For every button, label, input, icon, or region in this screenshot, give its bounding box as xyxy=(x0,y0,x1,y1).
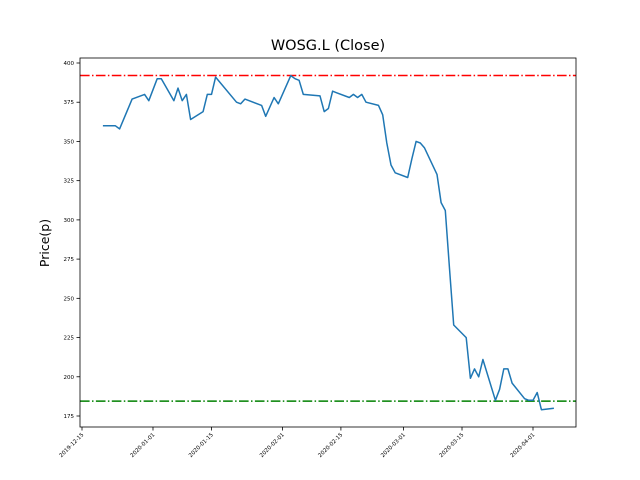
y-tick-label: 325 xyxy=(64,179,75,185)
y-tick-label: 225 xyxy=(64,336,75,342)
y-tick-label: 200 xyxy=(64,375,75,381)
chart-title: WOSG.L (Close) xyxy=(271,38,385,54)
y-tick-label: 350 xyxy=(64,139,75,145)
y-tick-label: 250 xyxy=(64,296,75,302)
close-price-line xyxy=(102,74,554,411)
reference-lines xyxy=(80,74,576,402)
y-tick-label: 175 xyxy=(64,414,75,420)
y-tick-label: 375 xyxy=(64,100,75,106)
y-tick-label: 300 xyxy=(64,218,75,224)
y-tick-label: 400 xyxy=(64,61,75,67)
axes-frame xyxy=(79,57,577,428)
plot-area xyxy=(80,74,576,411)
y-axis-label: Price(p) xyxy=(37,219,52,267)
y-axis: 175 200 225 250 275 300 325 350 375 400 xyxy=(64,61,80,420)
y-tick-label: 275 xyxy=(64,257,75,263)
